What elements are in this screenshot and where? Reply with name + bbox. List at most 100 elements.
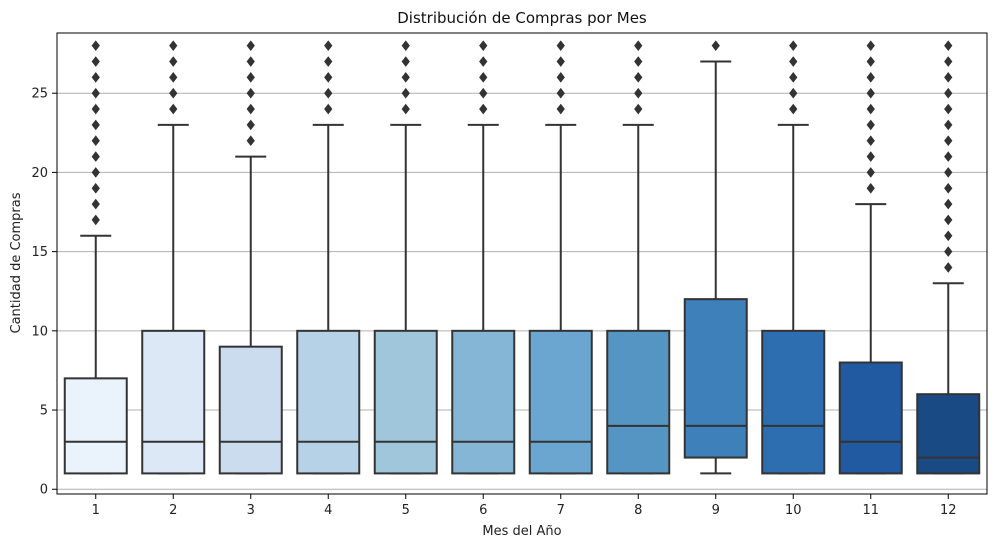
iqr-box [373, 329, 438, 475]
outlier-point [866, 56, 875, 67]
outlier-point [324, 56, 333, 67]
iqr-box [683, 298, 748, 459]
outlier-point [401, 87, 410, 99]
outlier-point [169, 103, 178, 115]
outlier-point [401, 72, 410, 83]
x-tick-label: 7 [557, 503, 565, 518]
outlier-point [789, 72, 798, 83]
outlier-point [169, 56, 178, 67]
outlier-point [324, 40, 333, 51]
outlier-point [91, 151, 100, 162]
box-group-month-3 [218, 40, 283, 475]
outlier-point [91, 87, 100, 99]
outlier-point [246, 56, 255, 67]
x-tick-label: 4 [324, 503, 332, 518]
outlier-point [479, 103, 488, 115]
outlier-point [246, 103, 255, 115]
x-tick-label: 9 [712, 503, 720, 518]
outlier-point [169, 72, 178, 83]
outlier-point [169, 87, 178, 99]
box-group-month-2 [141, 40, 206, 475]
y-axis-label: Cantidad de Compras [9, 192, 24, 333]
outlier-point [944, 119, 953, 131]
x-tick-label: 10 [785, 503, 802, 518]
outlier-point [944, 167, 953, 178]
outlier-point [556, 87, 565, 99]
outlier-point [944, 198, 953, 210]
y-tick-label: 0 [40, 483, 48, 498]
iqr-box [838, 361, 903, 475]
box-group-month-5 [373, 40, 438, 475]
outlier-point [866, 103, 875, 115]
outlier-point [246, 87, 255, 99]
box-group-month-10 [761, 40, 826, 475]
x-axis-label: Mes del Año [482, 524, 561, 539]
outlier-point [246, 119, 255, 131]
outlier-point [556, 103, 565, 115]
y-tick-label: 25 [31, 87, 48, 102]
box-group-month-11 [838, 40, 903, 475]
plot-frame [56, 32, 988, 495]
outlier-point [944, 56, 953, 67]
outlier-point [634, 40, 643, 51]
iqr-box [218, 345, 283, 475]
outlier-point [944, 40, 953, 51]
box-group-month-12 [916, 40, 981, 475]
outlier-point [944, 230, 953, 242]
outlier-point [866, 119, 875, 131]
outlier-point [944, 182, 953, 194]
box-group-month-7 [528, 40, 593, 475]
x-tick-label: 11 [862, 503, 879, 518]
x-tick-label: 8 [634, 503, 642, 518]
outlier-point [401, 103, 410, 115]
outlier-point [91, 167, 100, 178]
outlier-point [866, 151, 875, 162]
x-tick-label: 12 [940, 503, 957, 518]
outlier-point [91, 198, 100, 210]
outlier-point [479, 87, 488, 99]
outlier-point [91, 72, 100, 83]
y-axis: 0 5 10 15 20 25 [31, 87, 57, 498]
outlier-point [246, 40, 255, 51]
iqr-box [606, 329, 671, 475]
outlier-point [479, 40, 488, 51]
outlier-point [91, 214, 100, 226]
outlier-point [324, 72, 333, 83]
outlier-point [479, 56, 488, 67]
iqr-box [528, 329, 593, 475]
outlier-point [944, 214, 953, 226]
outlier-point [944, 151, 953, 162]
outlier-point [866, 182, 875, 194]
x-tick-label: 3 [247, 503, 255, 518]
chart-title: Distribución de Compras por Mes [397, 9, 647, 27]
outlier-point [91, 103, 100, 115]
iqr-box [141, 329, 206, 475]
outlier-point [91, 182, 100, 194]
outlier-point [944, 87, 953, 99]
x-tick-label: 6 [479, 503, 487, 518]
outlier-point [479, 72, 488, 83]
iqr-box [916, 393, 981, 475]
x-tick-label: 5 [402, 503, 410, 518]
outlier-point [91, 56, 100, 67]
outlier-point [401, 56, 410, 67]
outlier-point [634, 103, 643, 115]
iqr-box [63, 377, 128, 475]
iqr-box [451, 329, 516, 475]
outlier-point [789, 56, 798, 67]
outlier-point [324, 87, 333, 99]
box-group-month-9 [683, 40, 748, 475]
y-tick-label: 5 [40, 404, 48, 419]
outlier-point [246, 135, 255, 147]
outlier-point [556, 56, 565, 67]
outlier-point [789, 40, 798, 51]
outlier-point [866, 167, 875, 178]
outlier-point [944, 103, 953, 115]
outlier-point [91, 40, 100, 51]
box-group-month-4 [296, 40, 361, 475]
box-group-month-6 [451, 40, 516, 475]
box-group-month-1 [63, 40, 128, 475]
outlier-point [944, 246, 953, 257]
outlier-point [401, 40, 410, 51]
